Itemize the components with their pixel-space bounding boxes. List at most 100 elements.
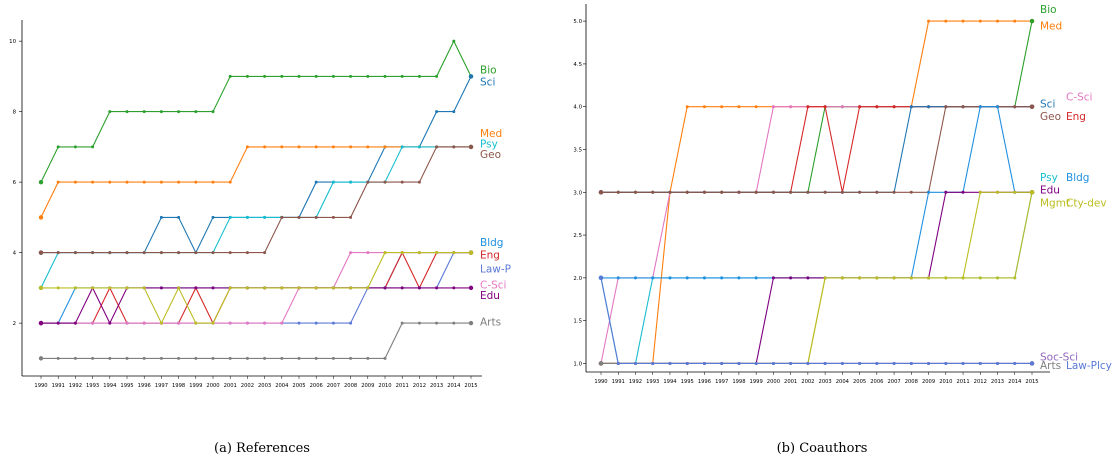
references-data-point — [142, 110, 146, 114]
references-data-point — [38, 250, 44, 255]
references-data-point — [38, 320, 44, 326]
coauthors-data-point — [702, 276, 706, 280]
references-data-point — [435, 145, 439, 149]
coauthors-data-point — [978, 105, 982, 109]
references-x-tick-label: 1997 — [155, 383, 168, 389]
coauthors-data-point — [1029, 361, 1035, 366]
coauthors-data-point — [771, 361, 775, 365]
coauthors-data-point — [616, 190, 620, 194]
references-data-point — [211, 251, 215, 255]
coauthors-data-point — [996, 105, 1000, 109]
references-data-point — [159, 110, 163, 114]
references-data-point — [349, 74, 353, 78]
references-data-point — [228, 74, 232, 78]
references-data-point — [400, 251, 404, 255]
coauthors-data-point — [961, 105, 965, 109]
references-data-point — [245, 215, 249, 219]
coauthors-data-point — [702, 190, 706, 194]
references-data-point — [177, 321, 181, 325]
coauthors-data-point — [616, 361, 620, 365]
end-label-law-plcy: Law-Plcy — [1066, 360, 1112, 372]
references-series-bio — [38, 39, 474, 185]
references-x-tick-label: 1995 — [120, 383, 133, 389]
references-data-point — [245, 74, 249, 78]
coauthors-data-point — [806, 276, 810, 280]
end-label-geo: Geo — [480, 149, 501, 161]
coauthors-data-point — [961, 361, 965, 365]
references-x-tick-label: 2012 — [413, 383, 426, 389]
references-data-point — [125, 180, 129, 184]
references-data-point — [211, 215, 215, 219]
coauthors-series-c-sci — [598, 104, 1035, 366]
references-y-tick-label: 6 — [13, 180, 17, 186]
references-data-point — [108, 180, 112, 184]
coauthors-x-tick-label: 2012 — [974, 379, 987, 385]
coauthors-data-point — [789, 190, 793, 194]
references-data-point — [297, 321, 301, 325]
references-data-point — [56, 145, 60, 149]
references-data-point — [349, 321, 353, 325]
coauthors-data-point — [1013, 190, 1017, 194]
references-data-point — [366, 74, 370, 78]
coauthors-data-point — [1013, 19, 1017, 23]
references-data-point — [331, 180, 335, 184]
coauthors-data-point — [685, 190, 689, 194]
coauthors-x-tick-label: 2015 — [1025, 379, 1038, 385]
references-y-tick-label: 10 — [9, 39, 16, 45]
references-data-point — [108, 110, 112, 114]
references-data-point — [435, 251, 439, 255]
references-data-point — [280, 74, 284, 78]
references-data-point — [383, 251, 387, 255]
references-data-point — [108, 251, 112, 255]
references-data-point — [331, 215, 335, 219]
coauthors-data-point — [840, 276, 844, 280]
references-data-point — [383, 145, 387, 149]
references-data-point — [417, 145, 421, 149]
coauthors-data-point — [823, 190, 827, 194]
references-x-tick-label: 1998 — [172, 383, 185, 389]
references-x-tick-label: 2003 — [258, 383, 271, 389]
references-series-psy — [38, 144, 474, 291]
coauthors-data-point — [737, 361, 741, 365]
coauthors-x-tick-label: 1996 — [698, 379, 711, 385]
coauthors-x-tick-label: 2004 — [836, 379, 850, 385]
coauthors-y-tick-label: 1.5 — [573, 319, 582, 325]
coauthors-data-point — [771, 276, 775, 280]
references-data-point — [366, 286, 370, 290]
coauthors-data-point — [720, 361, 724, 365]
end-label-sci: Sci — [480, 77, 495, 89]
references-x-tick-label: 2006 — [310, 383, 323, 389]
coauthors-data-point — [996, 190, 1000, 194]
coauthors-data-point — [598, 361, 604, 366]
references-data-point — [435, 74, 439, 78]
references-data-point — [280, 286, 284, 290]
references-series-line — [41, 252, 471, 325]
coauthors-x-tick-label: 2009 — [922, 379, 935, 385]
references-x-tick-label: 2002 — [241, 383, 254, 389]
coauthors-data-point — [858, 361, 862, 365]
references-data-point — [314, 215, 318, 219]
references-data-point — [245, 286, 249, 290]
coauthors-data-point — [651, 190, 655, 194]
references-data-point — [211, 110, 215, 114]
coauthors-x-tick-label: 2005 — [853, 379, 866, 385]
references-series-line — [40, 146, 471, 289]
references-series-line — [41, 146, 471, 254]
coauthors-data-point — [909, 190, 913, 194]
references-data-point — [314, 180, 318, 184]
references-data-point — [297, 215, 301, 219]
references-series-sci — [38, 74, 474, 255]
references-data-point — [366, 356, 370, 360]
end-label-soc-sci: Soc-Sci — [1040, 352, 1078, 364]
coauthors-y-tick-label: 1.0 — [573, 361, 582, 367]
coauthors-data-point — [944, 105, 948, 109]
end-label-law-p: Law-P — [480, 263, 511, 275]
coauthors-data-point — [892, 361, 896, 365]
references-data-point — [159, 215, 163, 219]
references-data-point — [159, 321, 163, 325]
coauthors-data-point — [1013, 105, 1017, 109]
references-y-tick-label: 8 — [13, 110, 17, 116]
coauthors-x-tick-label: 1995 — [681, 379, 694, 385]
end-label-med: Med — [1040, 20, 1062, 32]
coauthors-data-point — [909, 105, 913, 109]
